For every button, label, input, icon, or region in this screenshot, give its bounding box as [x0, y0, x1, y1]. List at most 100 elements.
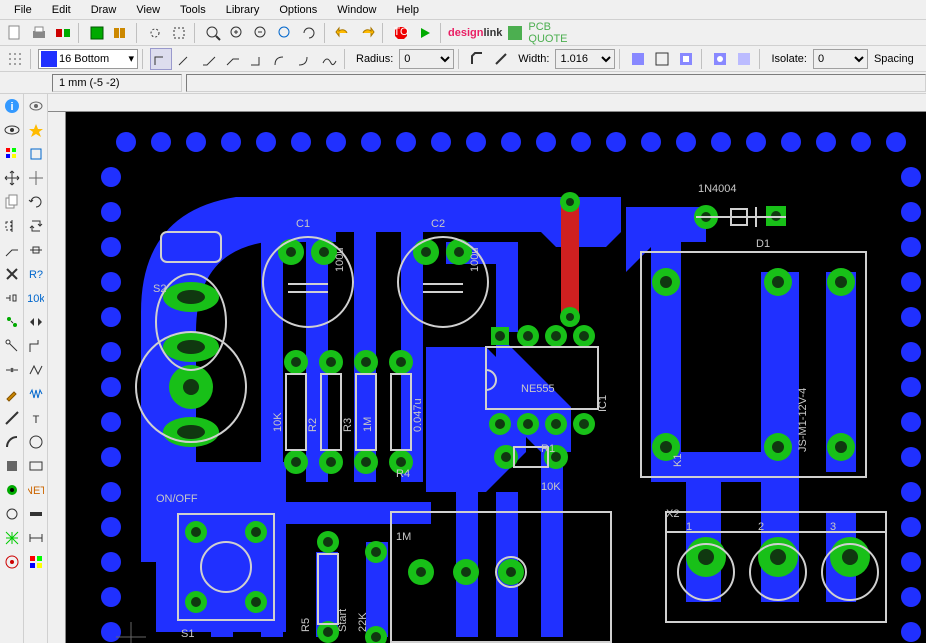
- errors-icon[interactable]: [1, 551, 23, 573]
- zoom-select-icon[interactable]: [274, 22, 296, 44]
- menu-file[interactable]: File: [4, 2, 42, 17]
- sheets-icon[interactable]: [110, 22, 132, 44]
- auto-icon[interactable]: [25, 551, 47, 573]
- wire-bend-0-icon[interactable]: [150, 48, 172, 70]
- tool7-icon[interactable]: [25, 239, 47, 261]
- cam-icon[interactable]: [52, 22, 74, 44]
- optimize-icon[interactable]: [25, 359, 47, 381]
- zoom-in-icon[interactable]: [226, 22, 248, 44]
- zoom-out-icon[interactable]: [250, 22, 272, 44]
- wire-bend-6-icon[interactable]: [294, 48, 316, 70]
- undo-icon[interactable]: [332, 22, 354, 44]
- ratsnest-icon[interactable]: [1, 527, 23, 549]
- wire-bend-5-icon[interactable]: [270, 48, 292, 70]
- wire-bend-2-icon[interactable]: [198, 48, 220, 70]
- grid-icon[interactable]: [4, 48, 26, 70]
- redo-icon[interactable]: [356, 22, 378, 44]
- svg-text:K1: K1: [672, 454, 684, 467]
- circle-icon[interactable]: [25, 431, 47, 453]
- layers-icon[interactable]: [1, 143, 23, 165]
- main-area: i R? 10k T NET: [0, 94, 926, 643]
- rotate-icon[interactable]: [25, 191, 47, 213]
- thermals-icon[interactable]: [709, 48, 731, 70]
- miter-tool-icon[interactable]: [25, 335, 47, 357]
- canvas[interactable]: C1 100u C2 100u 10K R2 R3 1M 0.047u NE55…: [48, 94, 926, 643]
- wire-bend-3-icon[interactable]: [222, 48, 244, 70]
- width-select[interactable]: 1.016: [555, 49, 615, 69]
- erc-icon[interactable]: [168, 22, 190, 44]
- menu-draw[interactable]: Draw: [81, 2, 127, 17]
- dimension-icon[interactable]: [25, 527, 47, 549]
- info-icon[interactable]: i: [1, 95, 23, 117]
- wire-bend-4-icon[interactable]: [246, 48, 268, 70]
- menu-window[interactable]: Window: [327, 2, 386, 17]
- value-icon[interactable]: 10k: [25, 287, 47, 309]
- move-icon[interactable]: [1, 167, 23, 189]
- copy-icon[interactable]: [1, 191, 23, 213]
- add-icon[interactable]: [1, 287, 23, 309]
- layer-select[interactable]: 16 Bottom ▾: [38, 49, 138, 69]
- radius-select[interactable]: 0: [399, 49, 454, 69]
- change-icon[interactable]: [25, 215, 47, 237]
- replace-icon[interactable]: [1, 335, 23, 357]
- tool3-icon[interactable]: [25, 143, 47, 165]
- svg-text:IC1: IC1: [597, 395, 609, 412]
- poly1-icon[interactable]: [627, 48, 649, 70]
- layer-swatch: [41, 51, 57, 67]
- show-icon[interactable]: [1, 119, 23, 141]
- polygon-icon[interactable]: [1, 455, 23, 477]
- isolate-select[interactable]: 0: [813, 49, 868, 69]
- svg-text:10K: 10K: [272, 412, 284, 432]
- width-label: Width:: [514, 53, 553, 65]
- new-icon[interactable]: [4, 22, 26, 44]
- wire-bend-7-icon[interactable]: [318, 48, 340, 70]
- attribute-icon[interactable]: [25, 503, 47, 525]
- go-icon[interactable]: [414, 22, 436, 44]
- text-icon[interactable]: T: [25, 407, 47, 429]
- ruler-horizontal: [48, 94, 926, 112]
- pinswap-icon[interactable]: [1, 311, 23, 333]
- rect-icon[interactable]: [25, 455, 47, 477]
- poly2-icon[interactable]: [651, 48, 673, 70]
- menu-edit[interactable]: Edit: [42, 2, 81, 17]
- name-icon[interactable]: R?: [25, 263, 47, 285]
- print-icon[interactable]: [28, 22, 50, 44]
- orphans-icon[interactable]: [733, 48, 755, 70]
- menu-tools[interactable]: Tools: [170, 2, 216, 17]
- hole-icon[interactable]: [1, 503, 23, 525]
- route-icon[interactable]: [1, 239, 23, 261]
- delete-icon[interactable]: [1, 263, 23, 285]
- menu-options[interactable]: Options: [269, 2, 327, 17]
- eye-icon[interactable]: [25, 95, 47, 117]
- split-icon[interactable]: [1, 359, 23, 381]
- paint-icon[interactable]: [1, 383, 23, 405]
- mirror-icon[interactable]: [1, 215, 23, 237]
- mark-icon[interactable]: [25, 119, 47, 141]
- menu-library[interactable]: Library: [216, 2, 270, 17]
- smash-icon[interactable]: [25, 311, 47, 333]
- stop-icon[interactable]: STOP: [390, 22, 412, 44]
- wire-bend-1-icon[interactable]: [174, 48, 196, 70]
- drc-icon[interactable]: [144, 22, 166, 44]
- redraw-icon[interactable]: [298, 22, 320, 44]
- designlink-logo[interactable]: designlink: [448, 27, 502, 39]
- menu-view[interactable]: View: [126, 2, 170, 17]
- svg-text:NE555: NE555: [521, 383, 555, 395]
- svg-text:R1: R1: [541, 443, 555, 455]
- meander-icon[interactable]: [25, 383, 47, 405]
- poly3-icon[interactable]: [675, 48, 697, 70]
- board-icon[interactable]: [86, 22, 108, 44]
- pcb-view[interactable]: C1 100u C2 100u 10K R2 R3 1M 0.047u NE55…: [66, 112, 926, 643]
- miter2-icon[interactable]: [490, 48, 512, 70]
- menu-help[interactable]: Help: [386, 2, 429, 17]
- zoom-fit-icon[interactable]: [202, 22, 224, 44]
- arc-icon[interactable]: [1, 431, 23, 453]
- group-icon[interactable]: [25, 167, 47, 189]
- pcbquote-logo[interactable]: [504, 22, 526, 44]
- line-icon[interactable]: [1, 407, 23, 429]
- via-icon[interactable]: [1, 479, 23, 501]
- signal-icon[interactable]: NET: [25, 479, 47, 501]
- svg-text:S1: S1: [181, 628, 194, 640]
- command-input[interactable]: [186, 74, 926, 92]
- miter-icon[interactable]: [466, 48, 488, 70]
